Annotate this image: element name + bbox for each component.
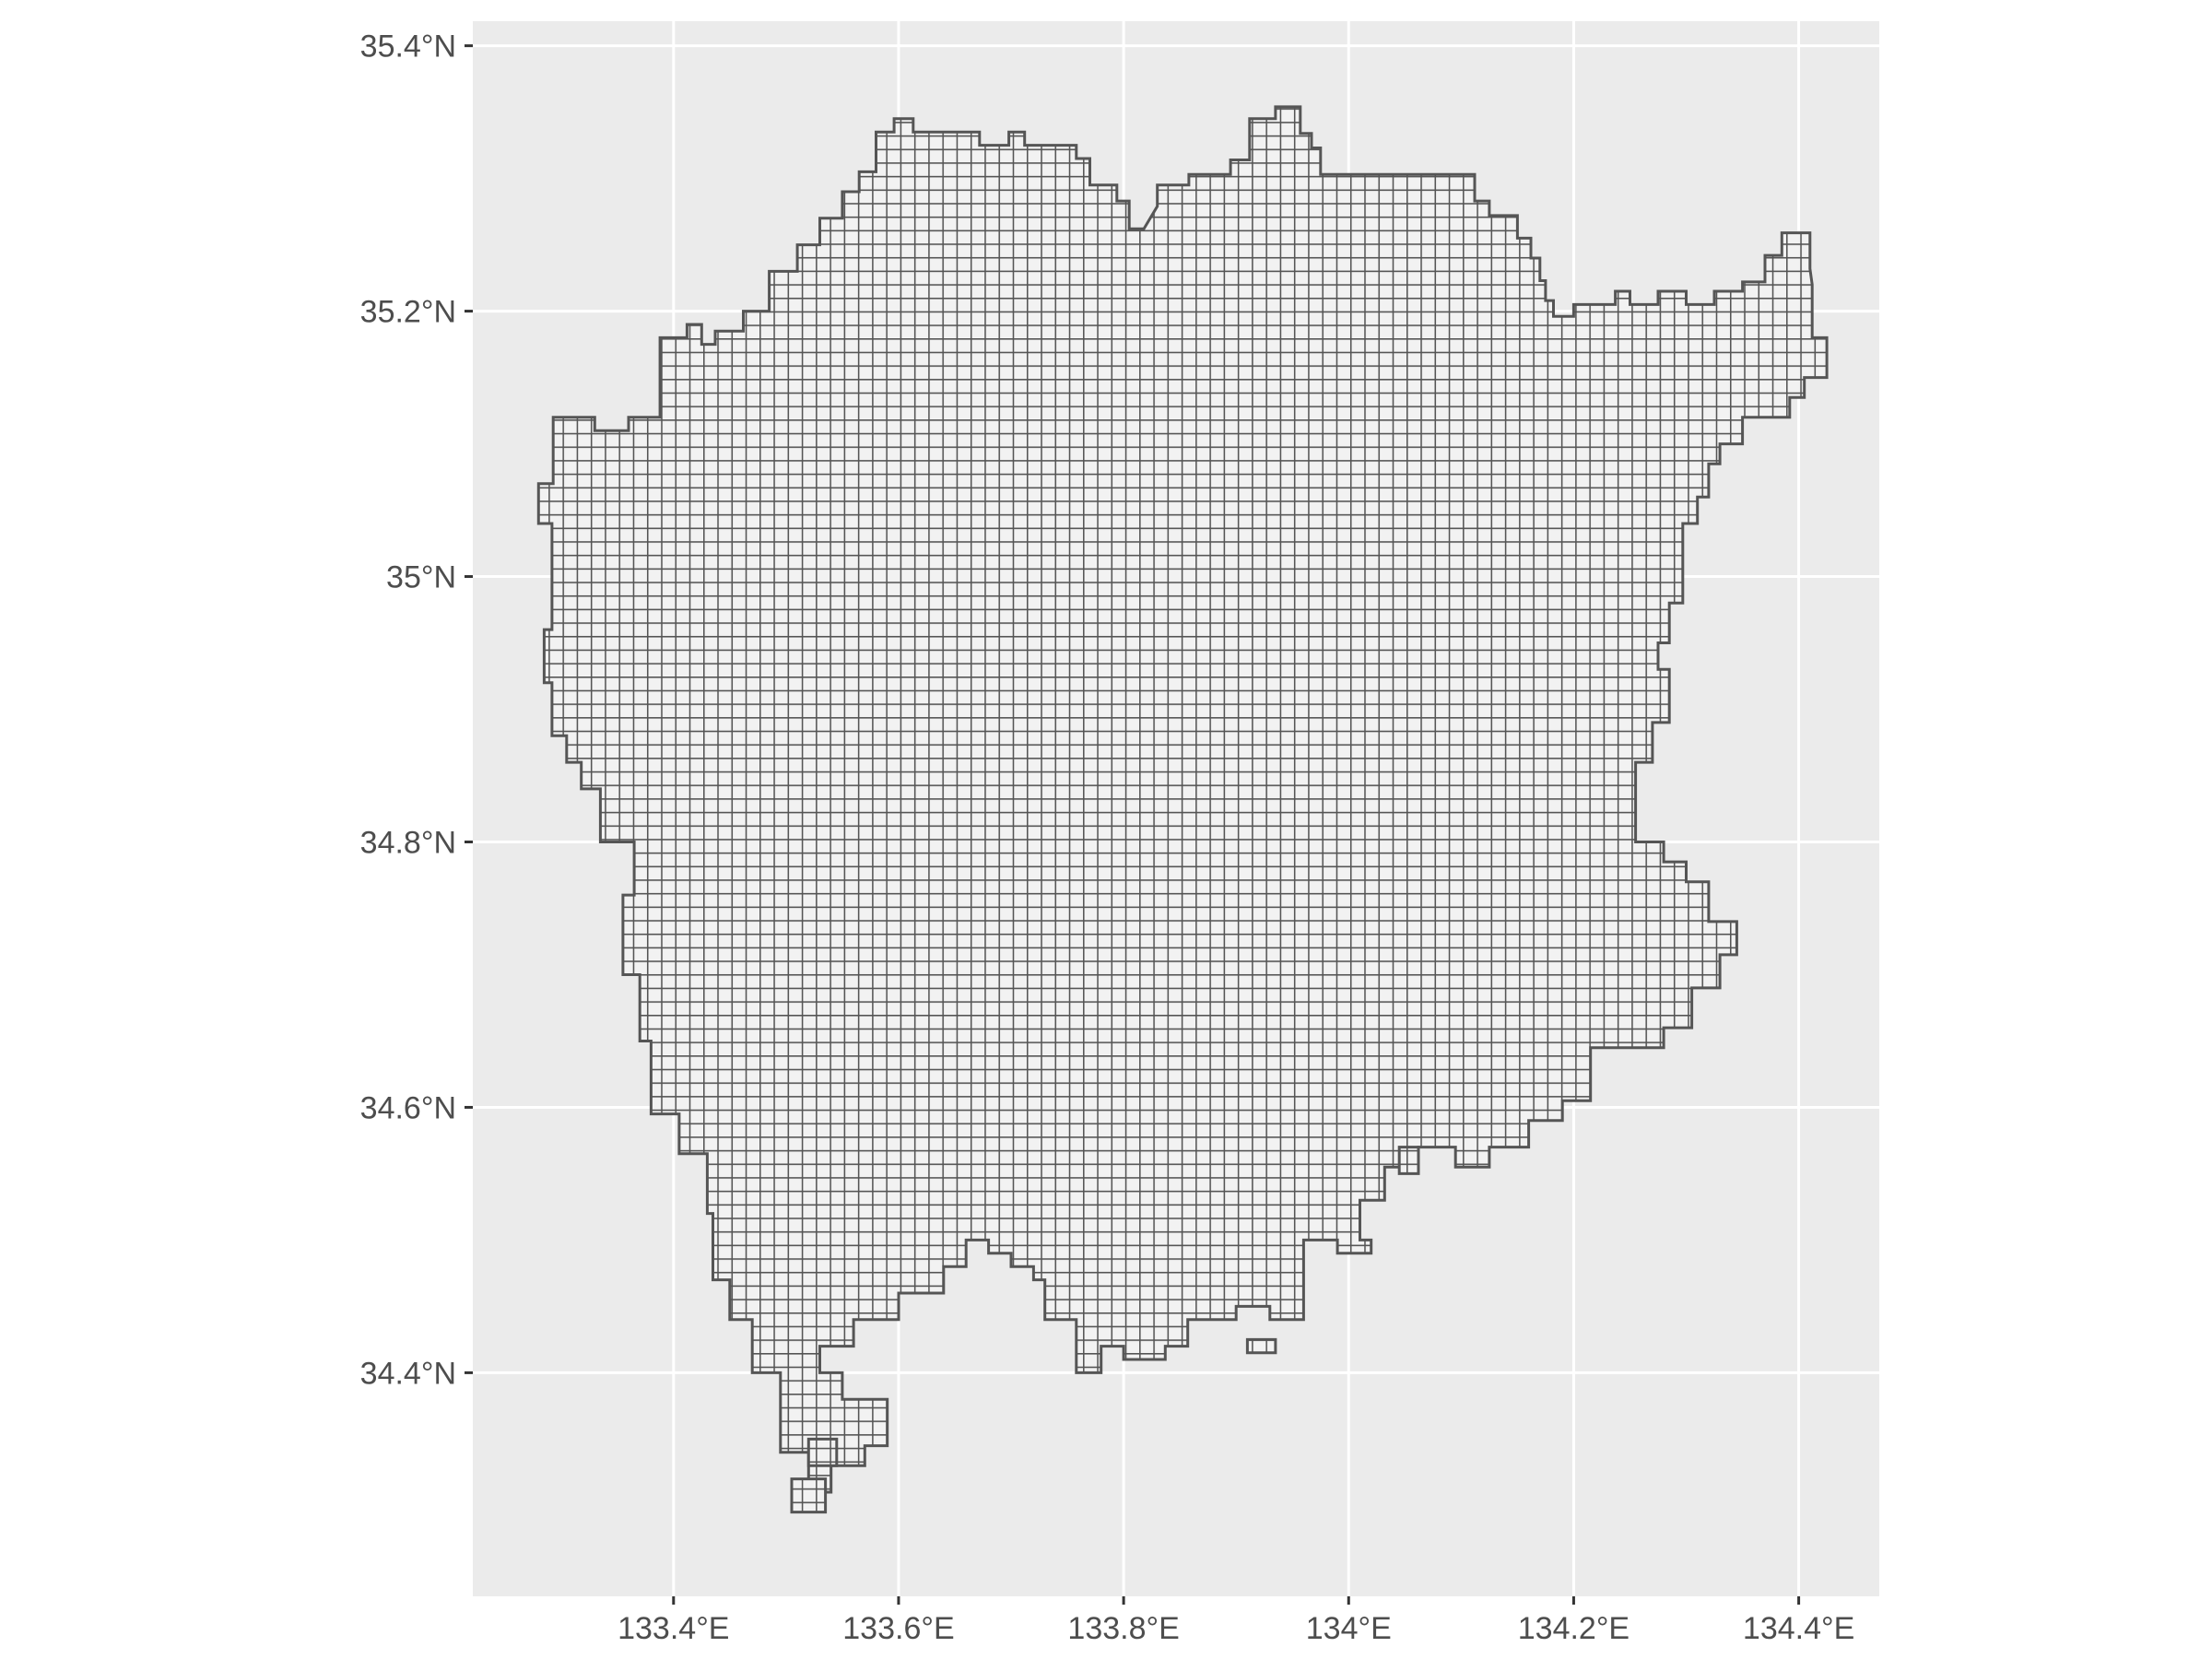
x-tick-label-2: 133.8°E (1067, 1611, 1179, 1646)
x-tick-label-1: 133.6°E (842, 1611, 954, 1646)
mesh-region-island-2 (1245, 1337, 1277, 1355)
y-tick-label-4: 35.2°N (360, 295, 456, 330)
x-tick-label-5: 134.4°E (1743, 1611, 1854, 1646)
mesh-region-island-1 (790, 1477, 828, 1514)
y-tick-label-2: 34.8°N (360, 825, 456, 860)
y-tick-label-5: 35.4°N (360, 29, 456, 65)
x-tick-label-4: 134.2°E (1518, 1611, 1630, 1646)
y-tick-label-3: 35°N (386, 560, 456, 595)
x-axis: 133.4°E 133.6°E 133.8°E 134°E 134.2°E 134.4°E (618, 1596, 1854, 1646)
mesh-region-island-3 (1397, 1146, 1420, 1175)
plot-panel (473, 21, 1879, 1596)
x-tick-label-3: 134°E (1306, 1611, 1392, 1646)
y-tick-label-0: 34.4°N (360, 1356, 456, 1391)
mesh-cells-layer (536, 105, 1829, 1514)
y-tick-label-1: 34.6°N (360, 1090, 456, 1125)
mesh-region-island-0 (806, 1437, 839, 1467)
x-tick-label-0: 133.4°E (618, 1611, 729, 1646)
mesh-region-mainland (536, 105, 1829, 1494)
y-axis: 34.4°N 34.6°N 34.8°N 35°N 35.2°N 35.4°N (360, 29, 473, 1391)
